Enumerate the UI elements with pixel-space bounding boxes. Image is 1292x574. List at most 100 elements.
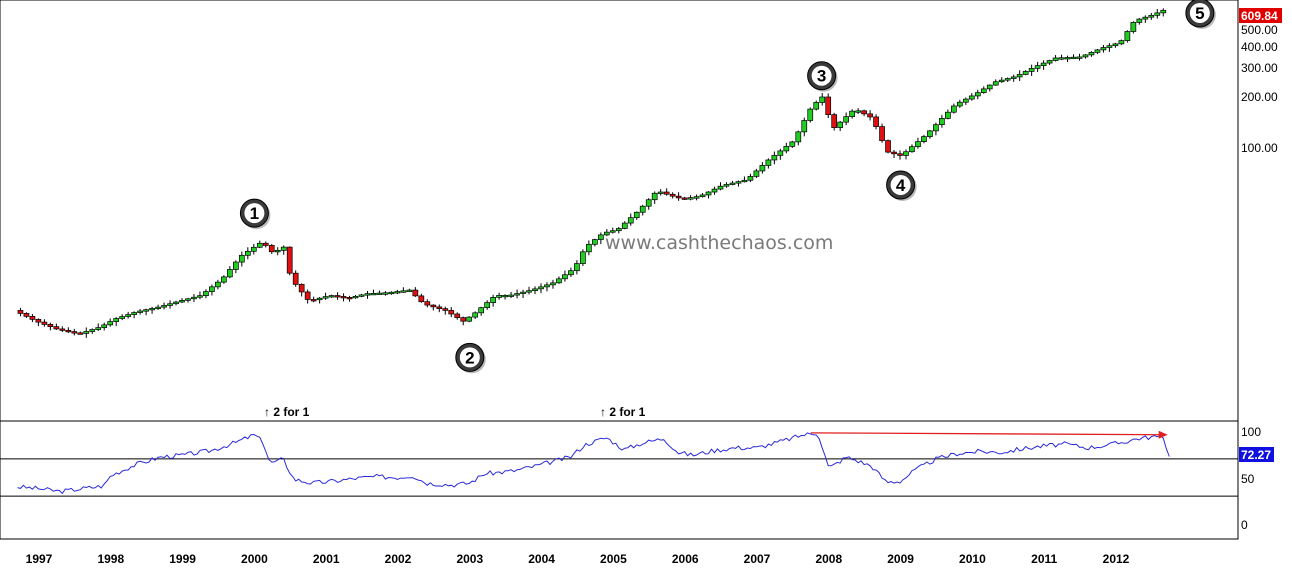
candle-body bbox=[657, 191, 664, 194]
candle-body bbox=[562, 274, 568, 280]
x-tick-label: 2005 bbox=[600, 552, 627, 566]
candle-body bbox=[1034, 65, 1041, 69]
candle-body bbox=[592, 239, 598, 245]
candle-body bbox=[603, 231, 610, 236]
candle-body bbox=[256, 242, 263, 248]
rsi-tick-100: 100 bbox=[1241, 425, 1261, 439]
candle-body bbox=[633, 211, 640, 219]
candle-body bbox=[41, 321, 48, 325]
candle-body bbox=[544, 284, 550, 288]
x-tick-label: 2009 bbox=[887, 552, 914, 566]
rsi-tick-0: 0 bbox=[1241, 518, 1248, 532]
candle-body bbox=[197, 295, 203, 298]
candle-body bbox=[227, 269, 233, 278]
candle-body bbox=[849, 110, 855, 117]
candle-body bbox=[663, 191, 670, 195]
candle-body bbox=[855, 110, 861, 113]
candle-body bbox=[400, 290, 407, 293]
rsi-line bbox=[17, 432, 1170, 495]
candle-body bbox=[903, 151, 909, 156]
candle-body bbox=[1124, 31, 1131, 41]
candle-body bbox=[586, 243, 592, 253]
wave-marker-face bbox=[1189, 2, 1210, 23]
candle-body bbox=[615, 228, 622, 232]
candle-body bbox=[364, 293, 371, 296]
candle-body bbox=[568, 270, 574, 276]
candle-body bbox=[430, 304, 437, 308]
candle-body bbox=[795, 131, 802, 143]
x-tick-label: 2010 bbox=[959, 552, 986, 566]
candle-body bbox=[119, 316, 126, 319]
candle-body bbox=[693, 196, 700, 199]
candle-body bbox=[771, 155, 778, 161]
wave-marker-label: 4 bbox=[896, 176, 906, 195]
candle-body bbox=[1076, 56, 1083, 59]
candle-body bbox=[729, 182, 736, 185]
candle-body bbox=[77, 332, 84, 335]
candle-body bbox=[968, 95, 975, 100]
last-price-label: 609.84 bbox=[1241, 9, 1278, 23]
candle-body bbox=[304, 291, 311, 300]
candle-body bbox=[753, 170, 760, 177]
last-rsi-label: 72.27 bbox=[1241, 448, 1271, 462]
candle-body bbox=[699, 194, 706, 198]
candle-body bbox=[1052, 57, 1059, 61]
candle-body bbox=[597, 234, 604, 240]
candle-body bbox=[1064, 57, 1071, 60]
candle-body bbox=[221, 276, 227, 283]
candle-body bbox=[502, 294, 508, 298]
candle-body bbox=[203, 291, 209, 297]
x-tick-label: 2000 bbox=[241, 552, 268, 566]
candle-body bbox=[813, 102, 820, 110]
candle-body bbox=[550, 282, 556, 286]
candle-body bbox=[370, 293, 377, 296]
candle-body bbox=[310, 299, 317, 302]
candle-body bbox=[1040, 62, 1047, 66]
candle-body bbox=[346, 297, 353, 300]
candle-body bbox=[1088, 52, 1095, 56]
candle-body bbox=[526, 290, 532, 293]
candle-body bbox=[861, 110, 867, 115]
candle-body bbox=[71, 331, 78, 334]
watermark: www.cashthechaos.com bbox=[605, 232, 833, 254]
x-tick-label: 2004 bbox=[528, 552, 555, 566]
rsi-series bbox=[0, 430, 1238, 497]
candle-body bbox=[298, 284, 305, 293]
candle-body bbox=[1118, 40, 1125, 45]
candle-body bbox=[322, 296, 329, 299]
candle-body bbox=[783, 146, 790, 152]
candle-body bbox=[107, 321, 114, 326]
candle-body bbox=[472, 312, 479, 318]
candle-body bbox=[651, 192, 658, 201]
candle-body bbox=[514, 293, 520, 296]
wave-marker-4: 4 bbox=[886, 170, 917, 201]
candle-body bbox=[711, 188, 718, 193]
candle-body bbox=[460, 317, 467, 322]
candle-body bbox=[681, 197, 688, 200]
candle-body bbox=[376, 292, 383, 295]
candle-body bbox=[1046, 60, 1053, 64]
x-tick-label: 1999 bbox=[169, 552, 196, 566]
candle-body bbox=[143, 309, 149, 312]
candle-body bbox=[268, 245, 275, 253]
candle-body bbox=[1016, 74, 1023, 78]
candle-body bbox=[131, 312, 137, 315]
last-rsi-tag bbox=[1239, 447, 1274, 462]
candle-body bbox=[95, 327, 102, 330]
candle-body bbox=[448, 310, 455, 315]
candle-body bbox=[747, 176, 754, 181]
candle-body bbox=[53, 326, 60, 330]
x-tick-label: 1998 bbox=[97, 552, 124, 566]
candle-body bbox=[89, 329, 96, 332]
candle-body bbox=[496, 294, 502, 298]
wave-marker-1: 1 bbox=[239, 198, 271, 230]
candle-body bbox=[436, 306, 443, 309]
candle-body bbox=[1094, 49, 1101, 53]
candle-body bbox=[173, 301, 179, 305]
candle-body bbox=[442, 308, 449, 311]
candle-body bbox=[508, 294, 514, 297]
candle-body bbox=[669, 193, 676, 197]
candle-body bbox=[921, 136, 927, 142]
wave-markers: 1 2 3 4 5 bbox=[239, 0, 1216, 374]
